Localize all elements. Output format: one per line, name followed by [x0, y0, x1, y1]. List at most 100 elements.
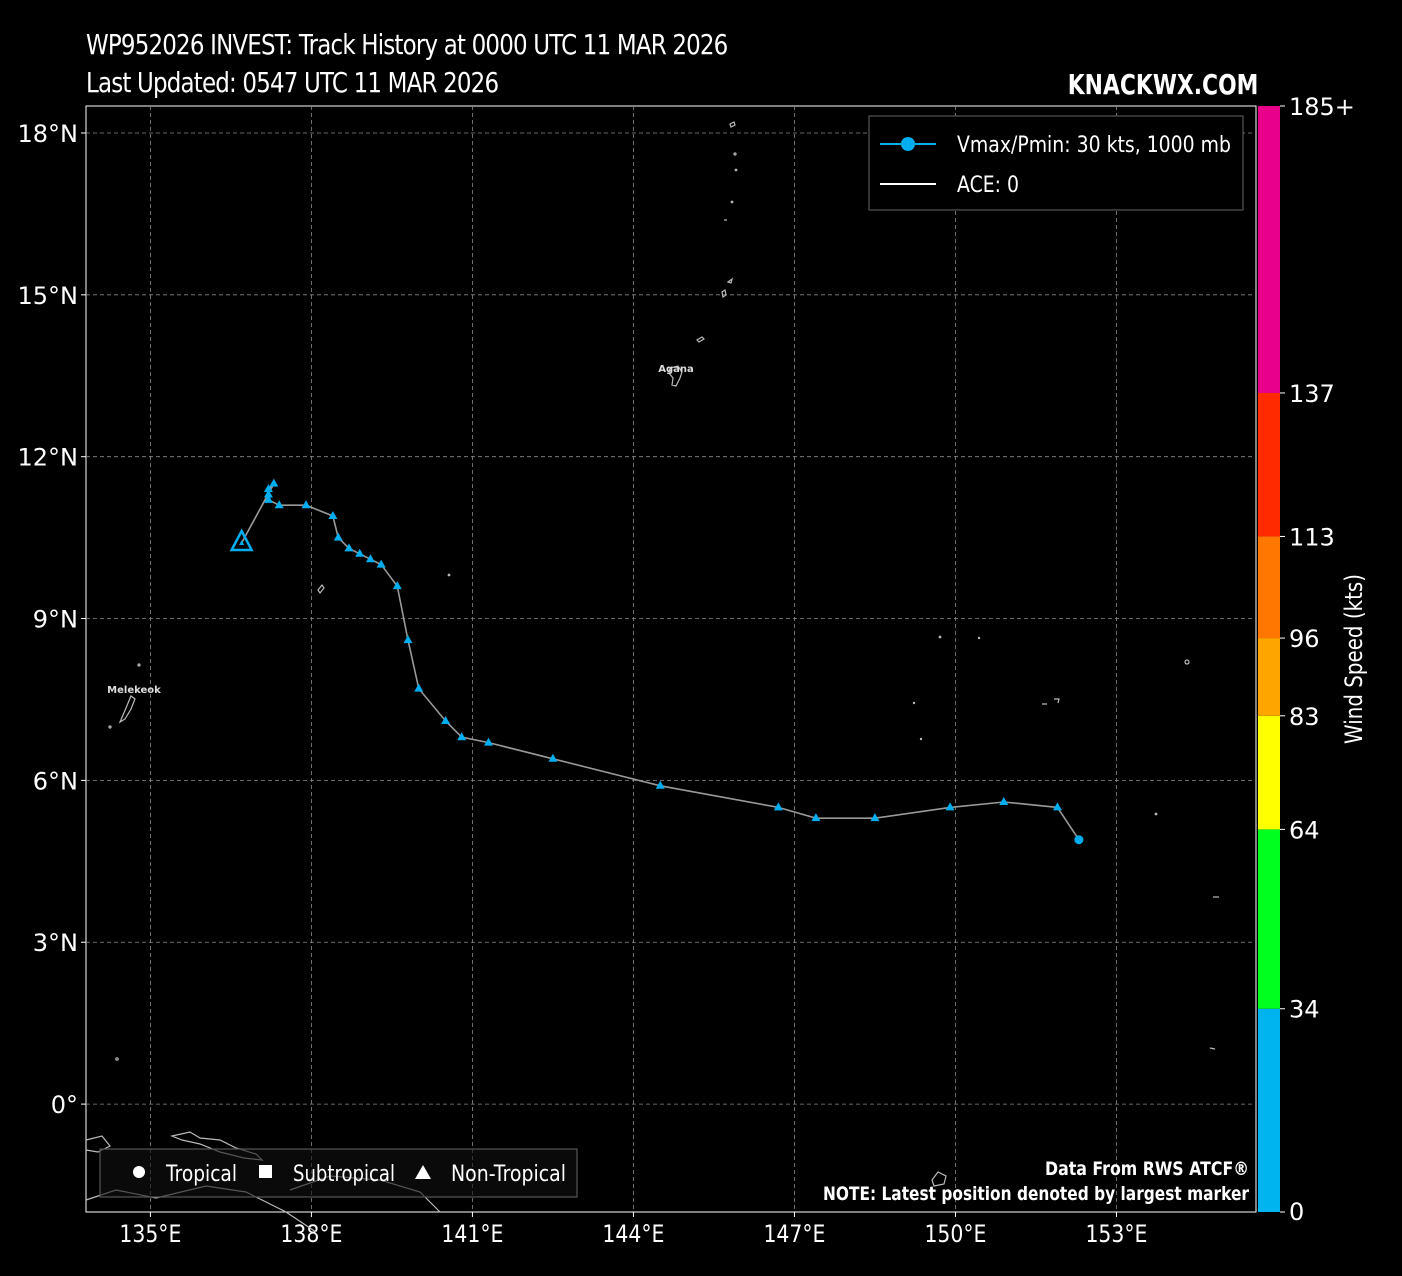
track-marker-non-tropical — [269, 478, 279, 487]
track-marker-non-tropical — [403, 635, 413, 644]
colorbar-tick-label: 64 — [1289, 816, 1320, 844]
island-outline — [317, 583, 325, 595]
colorbar-tick-label: 0 — [1289, 1198, 1304, 1226]
island-outline — [696, 336, 705, 343]
island-outline — [447, 573, 451, 577]
chart-title: WP952026 INVEST: Track History at 0000 U… — [86, 28, 728, 61]
track-marker-non-tropical — [301, 500, 311, 509]
island-outline — [734, 168, 738, 172]
track-marker-tropical — [1074, 835, 1084, 845]
island-outline — [108, 725, 112, 729]
legend-subtropical-label: Subtropical — [293, 1162, 395, 1187]
track-marker-non-tropical — [376, 559, 386, 568]
island-outline — [115, 1057, 119, 1061]
island-outline — [919, 737, 923, 741]
map-frame — [85, 105, 1257, 1213]
longitude-labels: 135°E 138°E 141°E 144°E 147°E 150°E 153°E — [119, 1220, 1147, 1248]
legend-box — [868, 115, 1244, 211]
island-outline — [137, 663, 141, 667]
track-marker-non-tropical — [999, 796, 1009, 805]
colorbar-tick-label: 113 — [1289, 523, 1335, 551]
legend-box — [99, 1148, 578, 1198]
island-outline — [931, 1171, 947, 1187]
track-marker-non-tropical — [263, 494, 273, 503]
track-marker-non-tropical — [441, 716, 451, 725]
lat-tick-label: 12°N — [18, 444, 79, 472]
track-marker-non-tropical — [263, 489, 273, 498]
lon-tick-label: 135°E — [119, 1220, 181, 1248]
track-marker-non-tropical — [333, 532, 343, 541]
island-outline — [733, 152, 737, 156]
grid-lines — [81, 106, 1256, 1217]
colorbar-tick-label: 137 — [1289, 380, 1335, 408]
island-outline — [726, 277, 733, 284]
legend-storm-type: Tropical Subtropical Non-Tropical — [99, 1148, 578, 1198]
place-labels: Agana Melekeok — [107, 364, 694, 696]
last-updated-label: Last Updated: 0547 UTC 11 MAR 2026 — [86, 66, 499, 99]
colorbar-segment — [1258, 638, 1280, 716]
brand-logo-text: KNACKWX.COM — [1067, 68, 1258, 101]
colorbar-ticks: 0 34 64 83 96 113 137 185+ — [1280, 93, 1355, 1226]
track-marker-non-tropical — [392, 581, 402, 590]
latest-position-note: NOTE: Latest position denoted by largest… — [823, 1183, 1250, 1205]
track-marker-non-tropical — [355, 548, 365, 557]
legend-ace-label: ACE: 0 — [957, 173, 1019, 198]
latitude-labels: 18°N 15°N 12°N 9°N 6°N 3°N 0° — [18, 120, 79, 1119]
colorbar-segment — [1258, 392, 1280, 537]
island-outline — [977, 636, 981, 640]
track-marker-non-tropical — [945, 802, 955, 811]
lon-tick-label: 153°E — [1085, 1220, 1147, 1248]
track-marker-non-tropical — [655, 780, 665, 789]
lat-tick-label: 6°N — [33, 767, 78, 795]
lat-tick-label: 9°N — [33, 606, 78, 634]
colorbar-segment — [1258, 106, 1280, 393]
colorbar-tick-label: 34 — [1289, 996, 1320, 1024]
palau-outline — [118, 695, 136, 724]
storm-track-line — [240, 483, 1080, 841]
lat-tick-label: 15°N — [18, 282, 79, 310]
guam-outline — [668, 365, 683, 387]
track-marker-non-tropical — [1052, 802, 1062, 811]
place-label-agana: Agana — [658, 364, 694, 375]
place-label-melekeok: Melekeok — [107, 685, 161, 696]
legend-non-tropical-label: Non-Tropical — [451, 1162, 566, 1187]
island-outline — [730, 200, 734, 204]
track-marker-non-tropical — [274, 500, 284, 509]
island-outline — [1184, 659, 1190, 665]
island-outline — [912, 701, 916, 705]
track-marker-latest-inner — [239, 540, 245, 546]
colorbar-tick-label: 185+ — [1289, 93, 1355, 121]
track-marker-non-tropical — [414, 683, 424, 692]
track-marker-non-tropical — [811, 813, 821, 822]
lon-tick-label: 147°E — [763, 1220, 825, 1248]
colorbar-segment — [1258, 715, 1280, 830]
legend-circle-marker — [901, 137, 915, 151]
track-marker-non-tropical — [328, 511, 338, 520]
track-marker-non-tropical — [548, 753, 558, 762]
colorbar-tick-label: 96 — [1289, 625, 1320, 653]
wind-speed-colorbar — [1258, 106, 1280, 1212]
colorbar-segment — [1258, 1008, 1280, 1212]
legend-intensity: Vmax/Pmin: 30 kts, 1000 mb ACE: 0 — [868, 115, 1244, 211]
subtropical-square-icon — [259, 1165, 272, 1178]
island-outline — [721, 289, 727, 298]
lon-tick-label: 144°E — [602, 1220, 664, 1248]
data-source-credit: Data From RWS ATCF® — [1045, 1158, 1249, 1180]
lon-tick-label: 138°E — [280, 1220, 342, 1248]
island-outline — [938, 635, 942, 639]
track-marker-latest — [229, 528, 254, 552]
tropical-circle-icon — [133, 1166, 145, 1178]
track-marker-non-tropical — [365, 554, 375, 563]
legend-vmax-label: Vmax/Pmin: 30 kts, 1000 mb — [957, 133, 1231, 158]
lat-tick-label: 3°N — [33, 929, 78, 957]
lat-tick-label: 18°N — [18, 120, 79, 148]
colorbar-segment — [1258, 829, 1280, 1009]
track-markers — [229, 478, 1084, 845]
lon-tick-label: 141°E — [441, 1220, 503, 1248]
island-outline — [1209, 1047, 1216, 1050]
lat-tick-label: 0° — [51, 1091, 78, 1119]
lon-tick-label: 150°E — [924, 1220, 986, 1248]
track-marker-non-tropical — [457, 732, 467, 741]
track-marker-non-tropical — [773, 802, 783, 811]
